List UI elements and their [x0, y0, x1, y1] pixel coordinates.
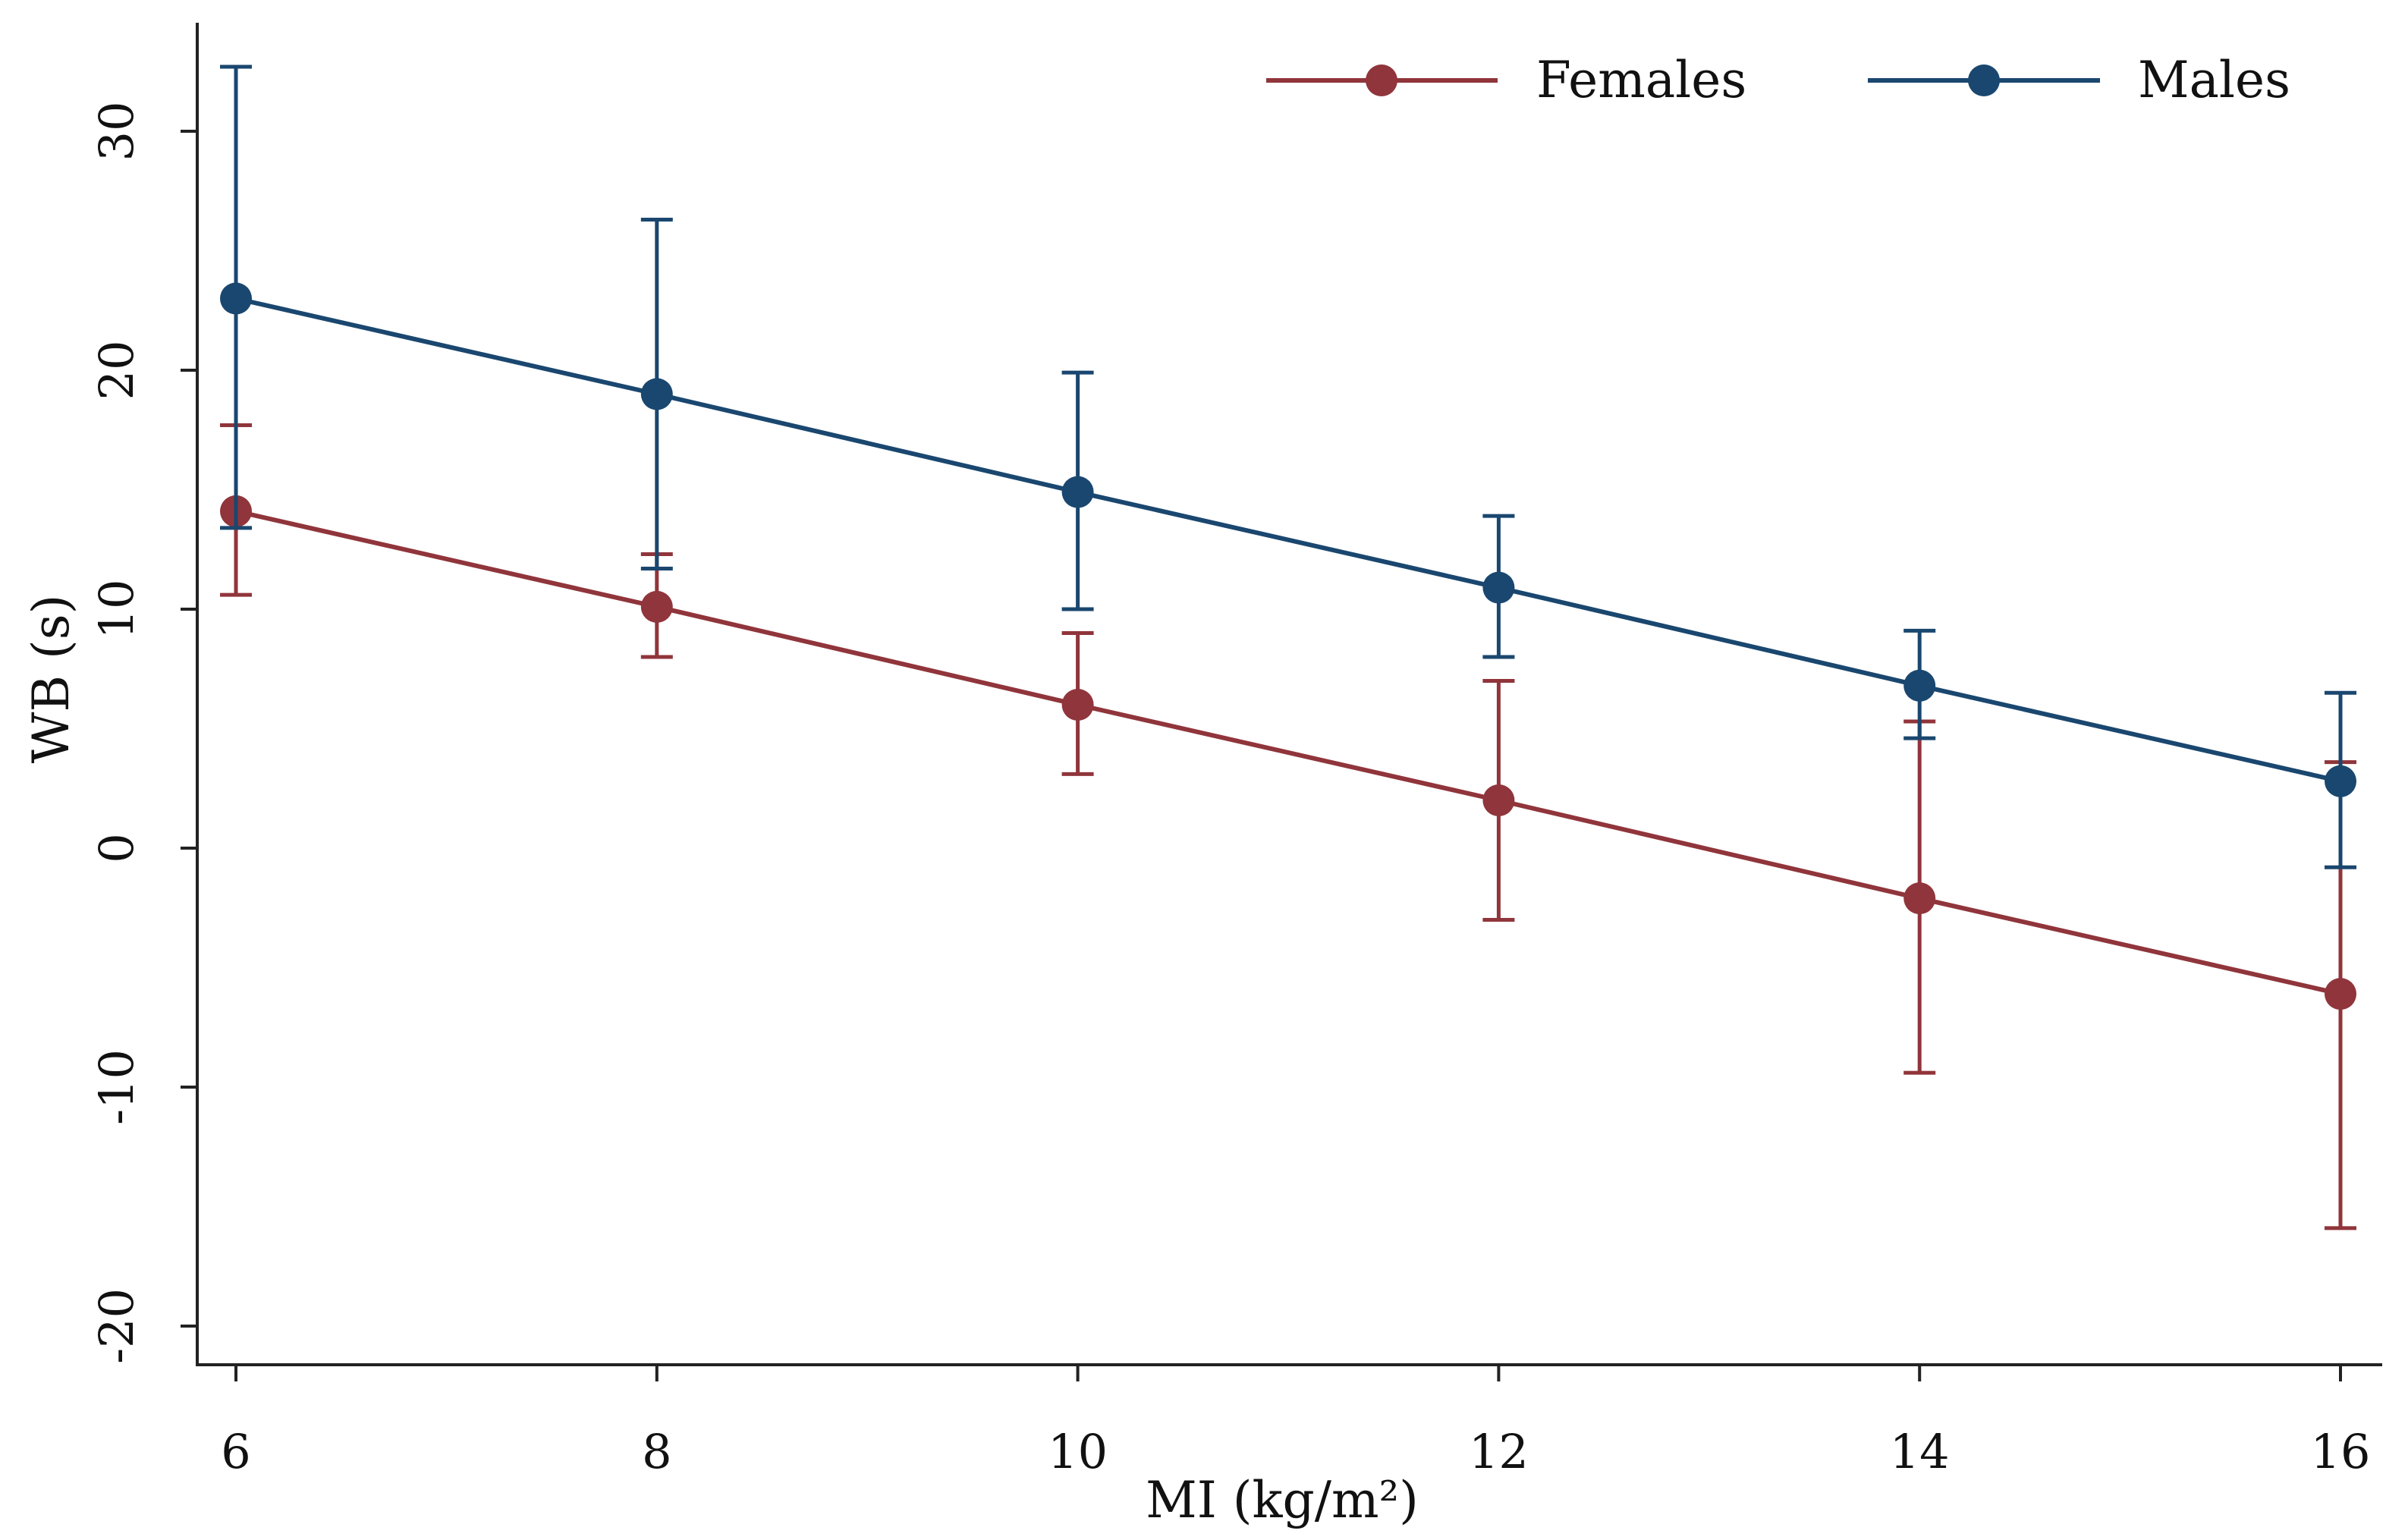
- y-tick-label: 0: [89, 833, 144, 863]
- x-tick-label: 12: [1469, 1424, 1529, 1479]
- legend-marker-females: [1366, 64, 1397, 96]
- legend-marker-males: [1968, 64, 2000, 96]
- legend-item-males: Males: [1868, 51, 2290, 109]
- data-point: [2325, 765, 2356, 797]
- x-tick-label: 14: [1890, 1424, 1950, 1479]
- y-tick-label: 10: [89, 580, 144, 640]
- data-point: [1903, 882, 1936, 915]
- data-point: [640, 590, 673, 623]
- legend-label-males: Males: [2138, 51, 2290, 109]
- x-axis-title: MI (kg/m²): [1146, 1471, 1419, 1529]
- data-point: [1903, 669, 1936, 702]
- y-axis-title: WB (s): [22, 595, 80, 764]
- data-point: [640, 378, 673, 410]
- data-point: [220, 282, 252, 315]
- axes: [196, 23, 2382, 1366]
- series-males: [220, 64, 2356, 869]
- legend-item-females: Females: [1266, 51, 1746, 109]
- y-tick-label: -10: [89, 1049, 144, 1125]
- data-point: [1061, 689, 1094, 721]
- series-line: [235, 296, 2341, 784]
- y-tick-label: -20: [89, 1288, 144, 1364]
- y-tick-label: 20: [89, 341, 144, 401]
- legend-label-females: Females: [1536, 51, 1746, 109]
- x-tick-label: 8: [642, 1424, 671, 1479]
- x-tick-label: 16: [2311, 1424, 2371, 1479]
- series-females: [220, 423, 2356, 1230]
- x-tick-label: 6: [221, 1424, 250, 1479]
- data-point: [1482, 571, 1515, 604]
- x-tick-label: 10: [1048, 1424, 1108, 1479]
- data-point: [2325, 978, 2356, 1010]
- series-line: [235, 508, 2341, 997]
- y-tick-label: 30: [89, 102, 144, 162]
- data-point: [1482, 784, 1515, 816]
- legend: Females Males: [1266, 51, 2290, 109]
- data-point: [1061, 476, 1094, 508]
